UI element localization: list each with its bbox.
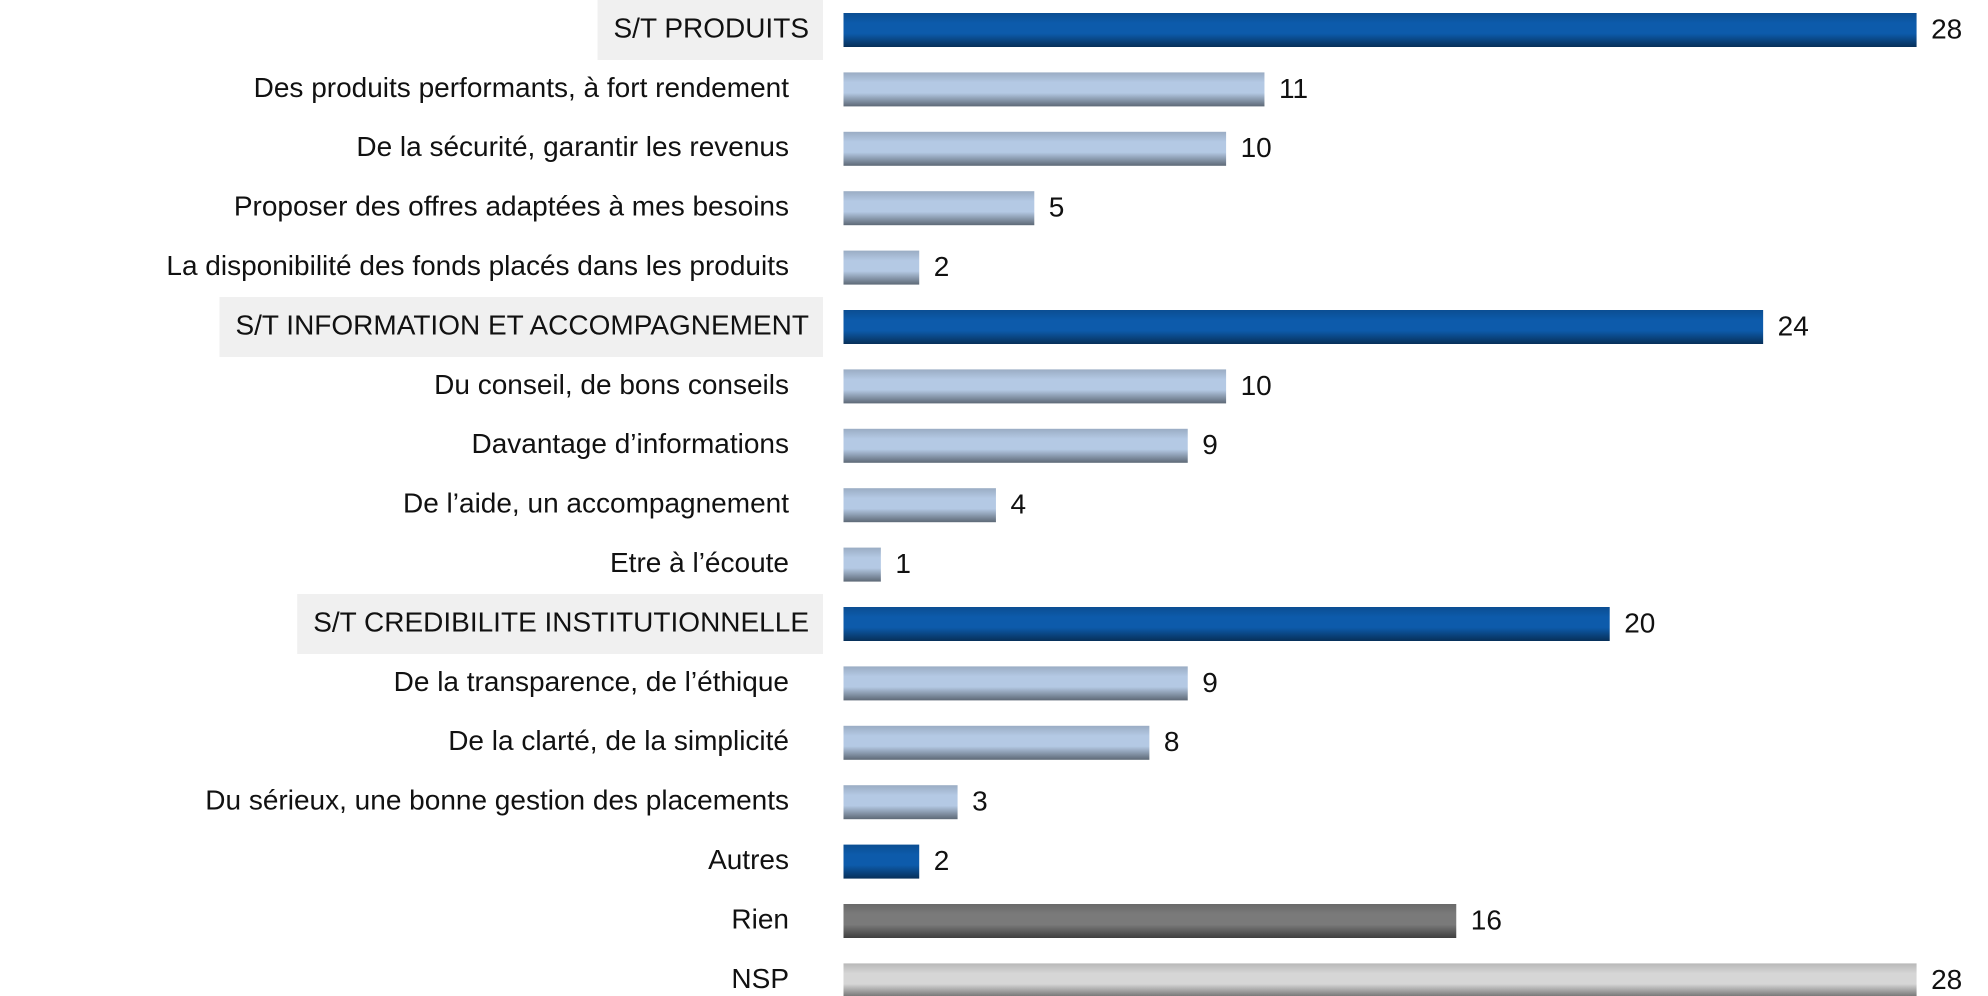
bar	[842, 724, 1151, 761]
bar	[842, 606, 1611, 642]
value-label: 9	[1202, 667, 1218, 698]
label-highlight	[597, 0, 823, 60]
bar	[842, 249, 921, 286]
value-label: 28	[1931, 964, 1962, 995]
label-highlight	[219, 297, 823, 357]
bar	[842, 546, 882, 583]
value-label: 20	[1624, 607, 1655, 638]
category-label: Du sérieux, une bonne gestion des placem…	[205, 785, 789, 816]
category-label: La disponibilité des fonds placés dans l…	[166, 250, 789, 281]
bar	[842, 130, 1228, 167]
value-label: 11	[1279, 73, 1308, 104]
category-label: S/T CREDIBILITE INSTITUTIONNELLE	[313, 606, 809, 637]
value-label: 5	[1049, 192, 1065, 223]
category-label: S/T INFORMATION ET ACCOMPAGNEMENT	[235, 309, 809, 340]
bar	[842, 487, 997, 524]
value-label: 3	[972, 786, 988, 817]
bar	[842, 368, 1228, 405]
category-label: Davantage d’informations	[471, 428, 789, 459]
bar	[842, 71, 1266, 108]
bar	[842, 784, 959, 821]
category-label: Autres	[708, 844, 789, 875]
value-label: 10	[1241, 370, 1272, 401]
category-label: NSP	[731, 963, 789, 994]
category-label: Des produits performants, à fort rendeme…	[254, 72, 790, 103]
value-label: 4	[1010, 489, 1026, 520]
bar	[842, 12, 1918, 48]
value-label: 8	[1164, 726, 1180, 757]
category-label: S/T PRODUITS	[613, 12, 809, 43]
category-label: De la transparence, de l’éthique	[394, 666, 789, 697]
category-label: Proposer des offres adaptées à mes besoi…	[234, 191, 789, 222]
category-label: Du conseil, de bons conseils	[434, 369, 789, 400]
value-label: 1	[895, 548, 911, 579]
label-highlight	[297, 594, 823, 654]
value-label: 2	[934, 845, 950, 876]
category-label: Rien	[731, 903, 789, 934]
bar	[842, 903, 1458, 939]
category-label: Etre à l’écoute	[610, 547, 789, 578]
value-label: 2	[934, 251, 950, 282]
category-label: De l’aide, un accompagnement	[403, 488, 789, 519]
bar	[842, 665, 1189, 702]
value-label: 16	[1471, 904, 1502, 935]
bar	[842, 309, 1765, 345]
value-label: 10	[1241, 132, 1272, 163]
category-label: De la clarté, de la simplicité	[448, 725, 789, 756]
bar	[842, 190, 1036, 227]
value-label: 28	[1931, 13, 1962, 44]
bar	[842, 427, 1189, 464]
value-label: 9	[1202, 429, 1218, 460]
value-label: 24	[1778, 310, 1809, 341]
category-label: De la sécurité, garantir les revenus	[356, 131, 789, 162]
label-backgrounds	[219, 0, 823, 654]
bar	[842, 962, 1918, 996]
bar	[842, 843, 921, 880]
